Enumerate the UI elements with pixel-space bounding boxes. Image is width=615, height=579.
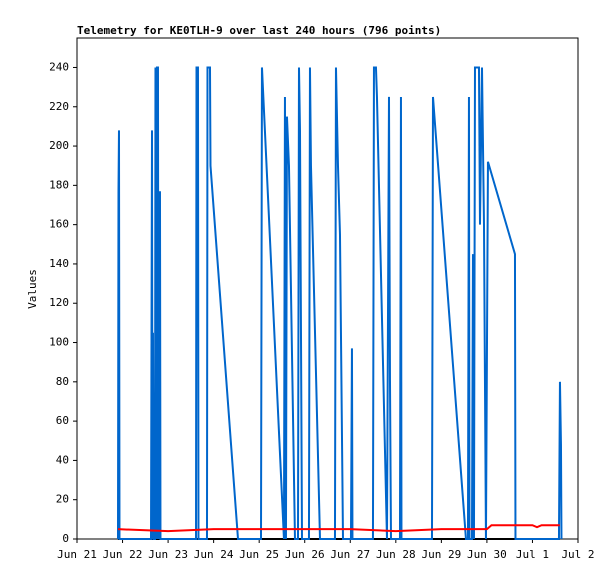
- chart-title: Telemetry for KE0TLH-9 over last 240 hou…: [77, 24, 441, 37]
- y-tick-label: 60: [56, 414, 69, 427]
- x-tick-label: Jun 24: [194, 548, 234, 561]
- x-tick-label: Jun 25: [239, 548, 279, 561]
- x-tick-label: Jun 22: [103, 548, 143, 561]
- series-line: [117, 524, 560, 533]
- x-tick-label: Jun 21: [57, 548, 97, 561]
- y-tick-label: 220: [49, 100, 69, 113]
- y-tick-label: 240: [49, 60, 69, 73]
- y-axis-label: Values: [26, 269, 39, 309]
- series-line: [116, 66, 563, 540]
- y-tick-label: 20: [56, 493, 69, 506]
- x-tick-label: Jun 28: [376, 548, 416, 561]
- y-tick-label: 40: [56, 453, 69, 466]
- x-tick-label: Jun 23: [148, 548, 188, 561]
- y-tick-label: 120: [49, 296, 69, 309]
- x-tick-label: Jul 2: [561, 548, 594, 561]
- y-tick-label: 0: [62, 532, 69, 545]
- y-tick-label: 80: [56, 375, 69, 388]
- x-tick-label: Jun 30: [467, 548, 507, 561]
- y-tick-label: 180: [49, 178, 69, 191]
- x-tick-label: Jul 1: [516, 548, 549, 561]
- x-tick-label: Jun 27: [330, 548, 370, 561]
- y-tick-label: 140: [49, 257, 69, 270]
- y-tick-label: 100: [49, 336, 69, 349]
- y-tick-label: 200: [49, 139, 69, 152]
- x-tick-label: Jun 26: [285, 548, 325, 561]
- y-tick-label: 160: [49, 218, 69, 231]
- x-tick-label: Jun 29: [421, 548, 461, 561]
